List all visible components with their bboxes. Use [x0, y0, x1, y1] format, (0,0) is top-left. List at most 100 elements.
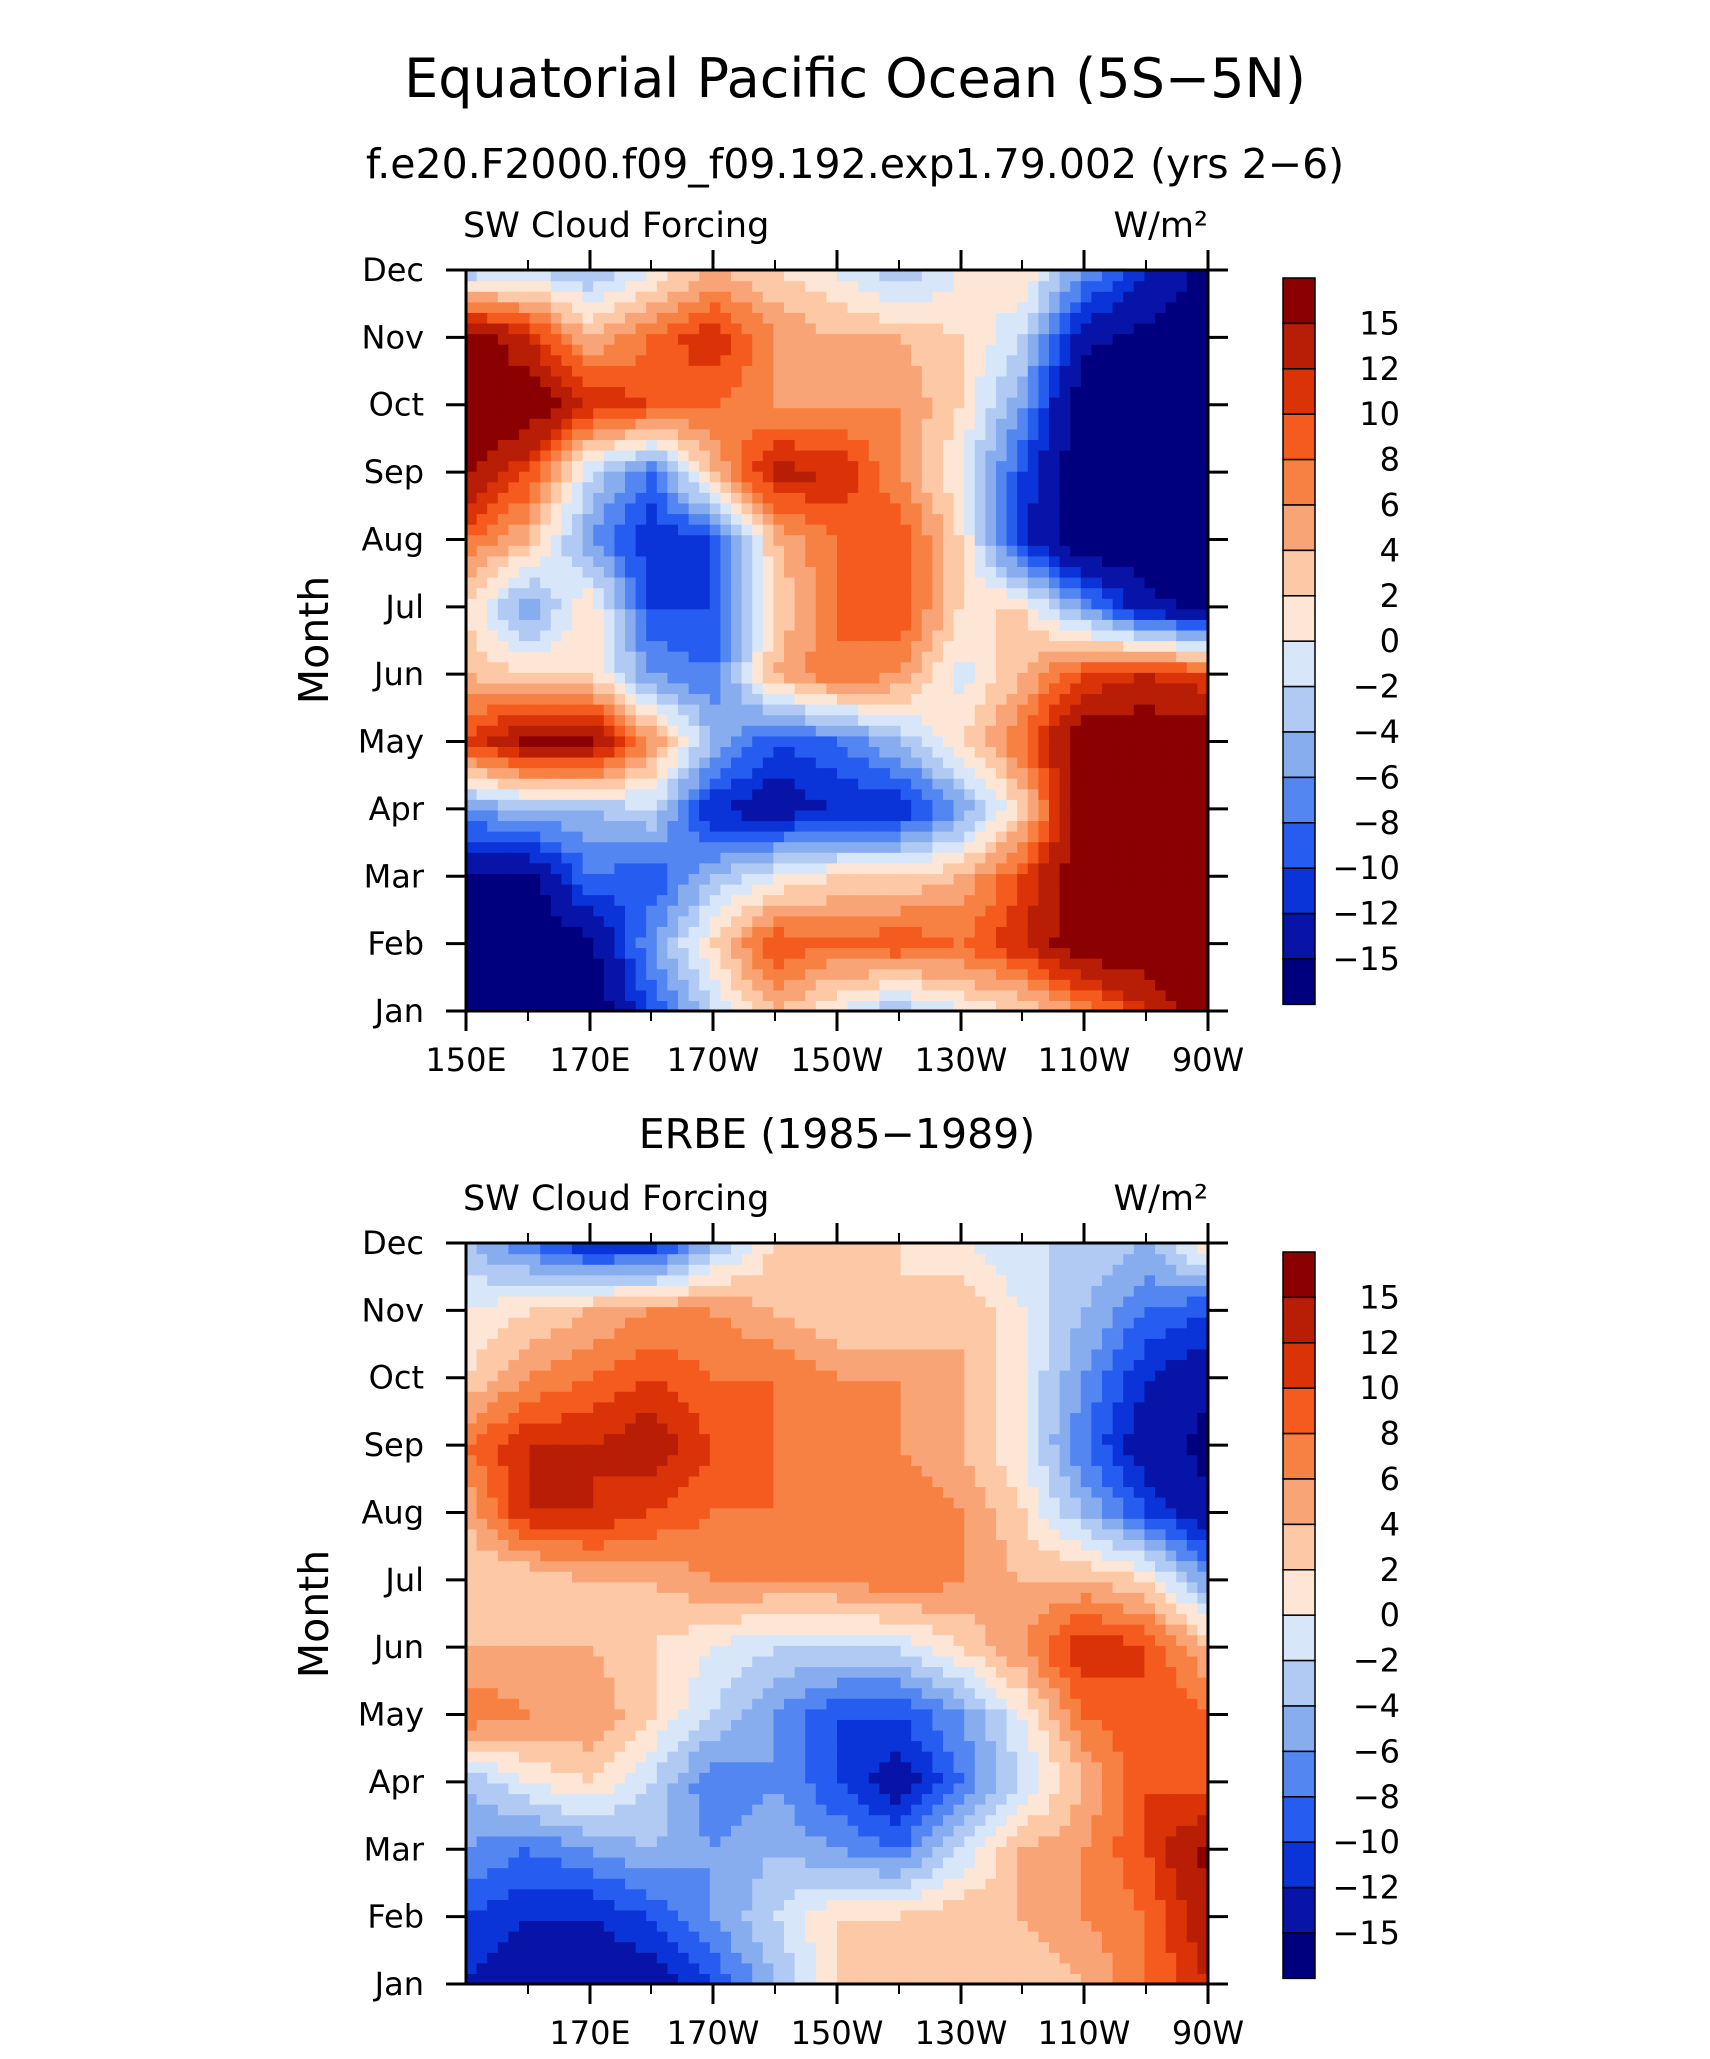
- contour-cell: [561, 661, 573, 673]
- contour-cell: [529, 926, 541, 938]
- contour-cell: [1080, 905, 1092, 917]
- contour-cell: [837, 407, 849, 419]
- contour-cell: [762, 598, 774, 610]
- contour-cell: [466, 905, 478, 917]
- contour-cell: [1102, 894, 1114, 906]
- contour-cell: [466, 831, 478, 843]
- contour-cell: [699, 280, 711, 292]
- contour-cell: [1027, 555, 1039, 567]
- contour-cell: [487, 852, 499, 864]
- contour-cell: [911, 714, 923, 726]
- contour-cell: [529, 375, 541, 388]
- contour-cell: [603, 714, 615, 726]
- contour-cell: [858, 555, 870, 567]
- contour-cell: [1080, 333, 1092, 345]
- contour-cell: [529, 841, 541, 853]
- contour-cell: [699, 270, 711, 282]
- contour-cell: [1080, 418, 1092, 430]
- contour-cell: [1165, 524, 1177, 536]
- contour-cell: [497, 1973, 509, 1985]
- contour-cell: [1059, 746, 1071, 758]
- contour-cell: [826, 915, 838, 927]
- contour-cell: [720, 344, 732, 356]
- contour-cell: [540, 841, 552, 853]
- contour-cell: [1017, 947, 1029, 959]
- longitude-label: 170E: [549, 1041, 630, 1079]
- contour-cell: [1070, 788, 1082, 800]
- contour-cell: [476, 651, 488, 663]
- contour-cell: [974, 947, 986, 959]
- contour-cell: [794, 799, 806, 811]
- contour-cell: [550, 778, 562, 790]
- contour-cell: [487, 693, 499, 705]
- contour-cell: [572, 799, 584, 811]
- contour-cell: [1186, 322, 1198, 335]
- contour-cell: [519, 672, 531, 684]
- contour-cell: [487, 365, 499, 377]
- contour-cell: [794, 365, 806, 377]
- contour-cell: [646, 449, 658, 462]
- contour-cell: [784, 661, 796, 673]
- contour-cell: [688, 407, 700, 419]
- contour-cell: [656, 905, 668, 917]
- contour-cell: [699, 598, 711, 610]
- contour-cell: [529, 767, 541, 779]
- contour-cell: [826, 386, 838, 398]
- contour-cell: [974, 820, 986, 832]
- contour-cell: [519, 449, 531, 462]
- contour-cell: [476, 471, 488, 483]
- contour-cell: [646, 460, 658, 472]
- contour-cell: [837, 481, 849, 493]
- contour-cell: [1144, 333, 1156, 345]
- contour-cell: [582, 979, 594, 991]
- contour-cell: [858, 958, 870, 970]
- contour-cell: [784, 725, 796, 737]
- contour-cell: [794, 778, 806, 790]
- contour-cell: [1017, 1000, 1029, 1012]
- contour-cell: [837, 386, 849, 398]
- contour-cell: [614, 968, 626, 980]
- contour-cell: [826, 735, 838, 747]
- contour-cell: [890, 905, 902, 917]
- contour-cell: [1049, 354, 1061, 366]
- contour-cell: [540, 936, 552, 949]
- contour-cell: [741, 524, 753, 536]
- contour-cell: [678, 672, 690, 684]
- contour-cell: [985, 418, 997, 430]
- contour-cell: [572, 312, 584, 324]
- contour-cell: [900, 566, 912, 578]
- contour-cell: [614, 672, 626, 684]
- contour-cell: [1080, 481, 1092, 493]
- contour-cell: [635, 905, 647, 917]
- contour-cell: [582, 767, 594, 779]
- contour-cell: [837, 756, 849, 769]
- contour-cell: [932, 354, 944, 366]
- contour-cell: [1049, 333, 1061, 345]
- contour-cell: [773, 894, 785, 906]
- contour-cell: [614, 375, 626, 388]
- contour-cell: [508, 439, 520, 451]
- contour-cell: [497, 428, 509, 440]
- contour-cell: [996, 354, 1008, 366]
- contour-cell: [1080, 947, 1092, 959]
- contour-cell: [752, 513, 764, 525]
- contour-cell: [476, 365, 488, 377]
- contour-cell: [1165, 756, 1177, 769]
- contour-cell: [837, 270, 849, 282]
- contour-cell: [646, 598, 658, 610]
- contour-cell: [826, 344, 838, 356]
- contour-cell: [1165, 407, 1177, 419]
- contour-cell: [996, 439, 1008, 451]
- contour-cell: [731, 513, 743, 525]
- contour-cell: [762, 322, 774, 335]
- contour-cell: [985, 947, 997, 959]
- contour-cell: [1091, 947, 1103, 959]
- contour-cell: [890, 799, 902, 811]
- contour-cell: [847, 407, 859, 419]
- contour-cell: [1123, 365, 1135, 377]
- contour-cell: [572, 301, 584, 313]
- contour-cell: [603, 915, 615, 927]
- contour-cell: [561, 619, 573, 631]
- contour-cell: [667, 280, 679, 292]
- contour-cell: [508, 841, 520, 853]
